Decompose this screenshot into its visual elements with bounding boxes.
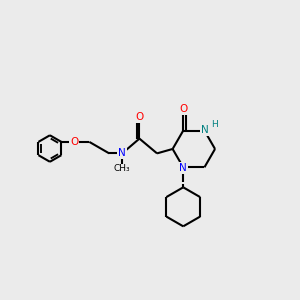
Text: N: N: [118, 148, 126, 158]
Text: H: H: [211, 120, 217, 129]
Text: O: O: [179, 104, 188, 114]
Text: N: N: [201, 125, 209, 135]
Text: N: N: [179, 163, 187, 173]
Text: O: O: [70, 136, 78, 147]
Text: CH₃: CH₃: [113, 164, 130, 173]
Text: O: O: [135, 112, 143, 122]
